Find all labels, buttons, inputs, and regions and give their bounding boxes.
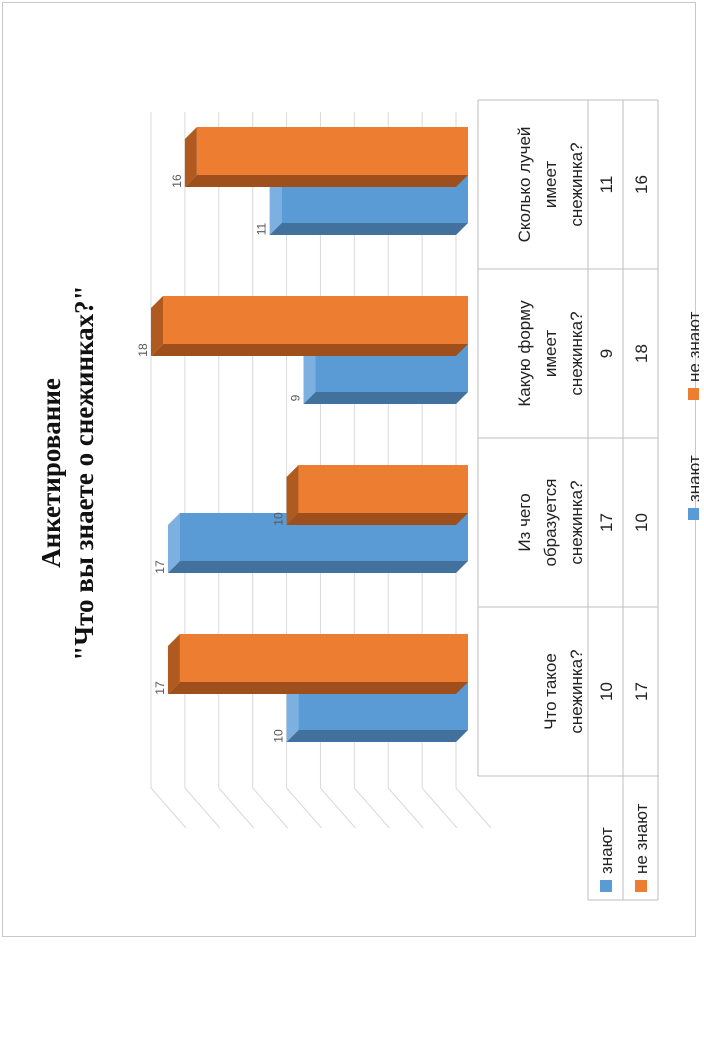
legend-label: не знают bbox=[685, 311, 699, 382]
table-value: 17 bbox=[597, 513, 616, 532]
gridline-depth bbox=[353, 787, 390, 829]
table-category-label: имеет bbox=[541, 161, 560, 209]
table-category-label: снежинка? bbox=[567, 649, 586, 733]
data-label: 17 bbox=[153, 560, 167, 574]
bar-side bbox=[151, 344, 468, 356]
gridline-depth bbox=[320, 787, 356, 829]
gridline-depth bbox=[286, 787, 322, 829]
table-row-header: знают bbox=[597, 827, 616, 874]
bar-top bbox=[167, 634, 180, 694]
table-legend-key bbox=[635, 880, 647, 892]
bar-side bbox=[286, 513, 468, 525]
bar-side bbox=[184, 175, 468, 187]
bar-top bbox=[303, 344, 316, 404]
table-category-label: снежинка? bbox=[567, 480, 586, 564]
table-value: 11 bbox=[597, 176, 616, 194]
gridline-depth bbox=[387, 787, 424, 829]
table-value: 18 bbox=[632, 344, 651, 363]
data-label: 9 bbox=[289, 394, 303, 401]
data-label: 17 bbox=[153, 681, 167, 695]
table-category-label: Что такое bbox=[541, 653, 560, 730]
bar-side bbox=[167, 682, 468, 694]
table-legend-key bbox=[600, 880, 612, 892]
data-label: 11 bbox=[255, 222, 269, 235]
bar-top bbox=[286, 682, 299, 742]
table-category-label: Какую форму bbox=[515, 300, 534, 407]
chart-frame: Анкетирование "Что вы знаете о снежинках?… bbox=[2, 2, 699, 940]
bar bbox=[179, 634, 468, 682]
bar bbox=[298, 465, 468, 513]
table-category-label: имеет bbox=[541, 330, 560, 378]
bar bbox=[163, 296, 468, 344]
bar-side bbox=[167, 561, 468, 573]
table-value: 16 bbox=[632, 175, 651, 194]
bar-side bbox=[303, 392, 468, 404]
table-category-label: образуется bbox=[541, 478, 560, 566]
data-label: 10 bbox=[272, 512, 286, 526]
legend-label: знают bbox=[685, 455, 699, 502]
gridline-depth bbox=[455, 787, 492, 829]
table-value: 9 bbox=[597, 349, 616, 358]
bar-top bbox=[151, 296, 163, 356]
bar-top bbox=[269, 175, 282, 235]
table-value: 10 bbox=[632, 513, 651, 532]
data-label: 10 bbox=[272, 729, 286, 743]
table-value: 17 bbox=[632, 682, 651, 701]
chart-title: Анкетирование bbox=[36, 378, 66, 568]
bar-chart: Анкетирование "Что вы знаете о снежинках?… bbox=[36, 99, 699, 901]
bar-top bbox=[286, 465, 299, 525]
table-value: 10 bbox=[597, 682, 616, 701]
chart-subtitle: "Что вы знаете о снежинках?" bbox=[69, 285, 99, 660]
gridline-depth bbox=[421, 787, 458, 829]
bar-top bbox=[184, 127, 197, 187]
legend-key bbox=[688, 508, 699, 520]
gridline-depth bbox=[184, 787, 221, 829]
rotated-chart: Анкетирование "Что вы знаете о снежинках?… bbox=[5, 5, 699, 940]
bar-side bbox=[269, 223, 468, 235]
data-label: 16 bbox=[170, 174, 184, 188]
bar bbox=[196, 127, 468, 175]
table-category-label: Из чего bbox=[515, 493, 534, 551]
bar-side bbox=[286, 730, 468, 742]
table-row-header: не знают bbox=[632, 803, 651, 874]
legend-key bbox=[688, 388, 699, 400]
table-category-label: снежинка? bbox=[567, 311, 586, 395]
bar-top bbox=[167, 513, 180, 573]
gridline-depth bbox=[252, 787, 289, 829]
gridline-depth bbox=[218, 787, 255, 829]
data-label: 18 bbox=[136, 343, 150, 357]
table-category-label: Сколько лучей bbox=[515, 127, 534, 243]
gridline-depth bbox=[150, 787, 187, 829]
table-category-label: снежинка? bbox=[567, 142, 586, 226]
